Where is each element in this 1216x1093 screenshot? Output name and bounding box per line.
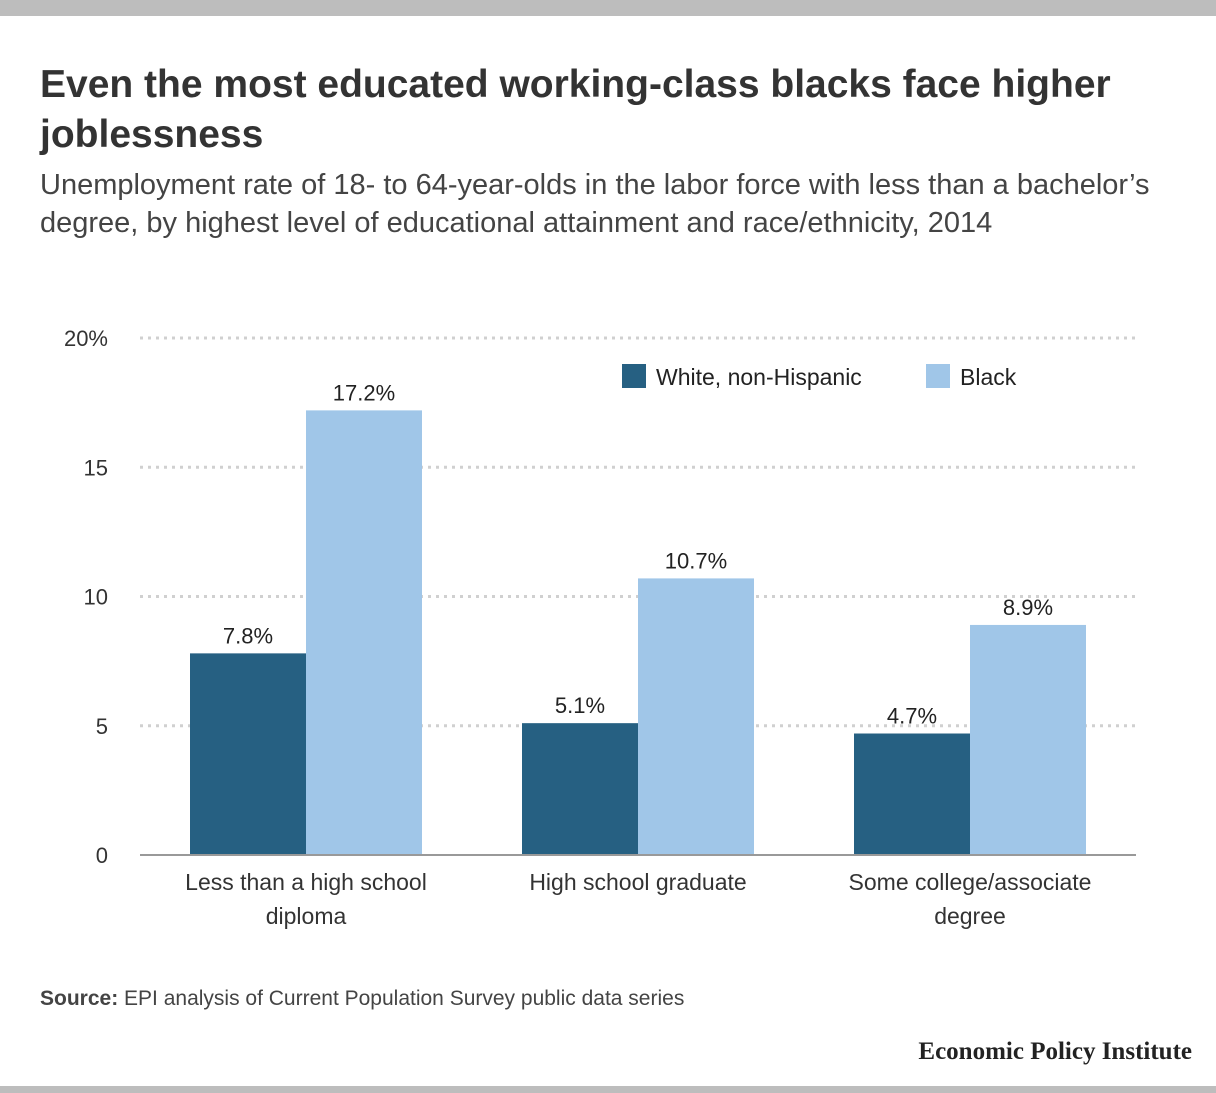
top-border (0, 0, 1216, 16)
y-tick-label: 15 (84, 455, 108, 480)
bar (854, 733, 970, 855)
legend-background (608, 354, 1033, 402)
x-tick-label: diploma (266, 903, 347, 929)
x-tick-label: Some college/associate (849, 869, 1092, 895)
chart-subtitle: Unemployment rate of 18- to 64-year-olds… (40, 169, 1150, 239)
legend-swatch (926, 364, 950, 388)
legend-label: Black (960, 364, 1017, 390)
data-label: 7.8% (223, 623, 273, 648)
x-tick-label: degree (934, 903, 1006, 929)
source-text: EPI analysis of Current Population Surve… (118, 987, 685, 1010)
data-label: 17.2% (333, 380, 395, 405)
bar (190, 653, 306, 855)
bar (522, 723, 638, 855)
bar (970, 624, 1086, 855)
source-note: Source: EPI analysis of Current Populati… (40, 987, 684, 1011)
legend-swatch (622, 364, 646, 388)
bar (638, 578, 754, 855)
bottom-border (0, 1086, 1216, 1093)
y-tick-label: 20% (64, 326, 108, 351)
y-tick-label: 5 (96, 714, 108, 739)
data-label: 8.9% (1003, 595, 1053, 620)
y-tick-label: 0 (96, 843, 108, 868)
bar (306, 410, 422, 855)
legend-label: White, non-Hispanic (656, 364, 862, 390)
bar-chart: 0 5 10 15 20% 7.8% 5.1% 4.7% 17.2% 10.7% 8.9% Less … (64, 326, 1136, 929)
data-label: 5.1% (555, 693, 605, 718)
data-label: 10.7% (665, 548, 727, 573)
publisher-logo: Economic Policy Institute (918, 1038, 1192, 1065)
chart-title: Even the most educated working-class bla… (40, 63, 1111, 156)
source-label: Source: (40, 987, 119, 1010)
data-label: 4.7% (887, 704, 937, 729)
y-tick-label: 10 (84, 585, 108, 610)
x-tick-label: High school graduate (529, 869, 746, 895)
x-tick-label: Less than a high school (185, 869, 427, 895)
